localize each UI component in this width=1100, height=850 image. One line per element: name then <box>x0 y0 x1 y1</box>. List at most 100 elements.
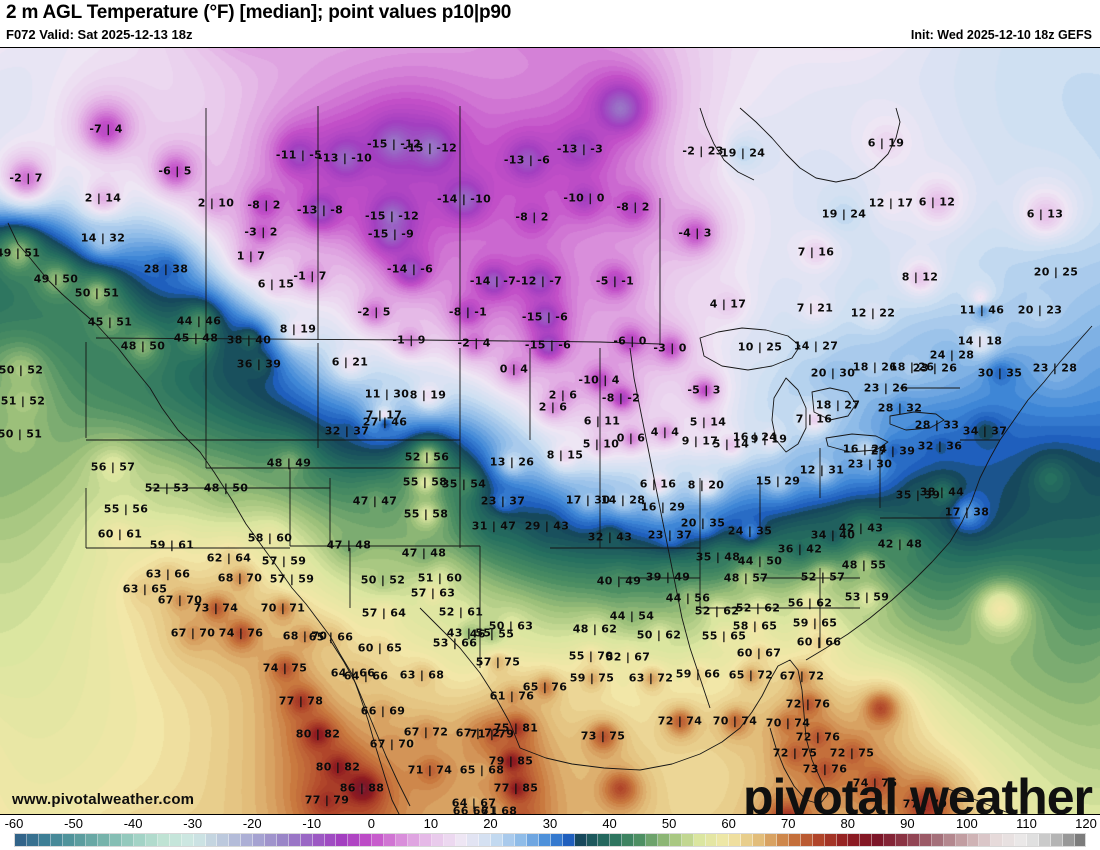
point-value-label: 34 | 40 <box>810 528 856 542</box>
point-value-label: 20 | 35 <box>680 516 726 530</box>
point-value-label: 0 | 6 <box>616 431 646 445</box>
point-value-label: -13 | -8 <box>296 203 344 217</box>
point-value-label: 61 | 76 <box>489 689 535 703</box>
point-value-label: 55 | 70 <box>568 649 614 663</box>
point-value-label: 49 | 51 <box>0 246 41 260</box>
point-value-label: -5 | 3 <box>687 383 721 397</box>
point-value-label: 52 | 57 <box>800 570 846 584</box>
point-value-label: -15 | -6 <box>524 338 572 352</box>
colorbar-swatch <box>50 834 63 846</box>
point-value-label: 65 | 68 <box>459 763 505 777</box>
colorbar-swatch <box>253 834 266 846</box>
colorbar-swatch <box>312 834 325 846</box>
colorbar-swatch <box>74 834 87 846</box>
colorbar-tick: 100 <box>956 816 978 831</box>
point-value-label: 67 | 72 <box>779 669 825 683</box>
point-value-label: 9 | 17 <box>681 434 719 448</box>
colorbar-swatch <box>598 834 611 846</box>
colorbar-tick: -40 <box>123 816 143 831</box>
point-value-label: 79 | 85 <box>488 754 534 768</box>
point-value-label: 5 | 10 <box>582 437 620 451</box>
point-value-label: 0 | 4 <box>499 362 529 376</box>
colorbar-swatch <box>300 834 313 846</box>
point-value-label: 45 | 48 <box>173 331 219 345</box>
point-value-label: 74 | 75 <box>336 815 380 816</box>
point-value-label: 57 | 63 <box>410 586 456 600</box>
point-value-label: 20 | 23 <box>1017 303 1063 317</box>
point-value-label: 23 | 30 <box>847 457 893 471</box>
colorbar-tick: -20 <box>242 816 262 831</box>
point-value-label: 44 | 50 <box>737 554 783 568</box>
point-value-label: 8 | 15 <box>546 448 584 462</box>
point-value-label: 11 | 46 <box>959 303 1005 317</box>
colorbar-tick: 40 <box>602 816 617 831</box>
colorbar-swatch <box>324 834 337 846</box>
point-value-label: 2 | 10 <box>197 196 235 210</box>
point-value-label: 53 | 59 <box>844 590 890 604</box>
point-value-label: -13 | -3 <box>556 142 604 156</box>
colorbar-swatch <box>931 834 944 846</box>
point-value-label: 6 | 12 <box>918 195 956 209</box>
point-value-label: -2 | 23 <box>682 144 724 158</box>
point-value-label: 7 | 16 <box>795 412 833 426</box>
colorbar-swatch <box>646 834 658 846</box>
colorbar-swatch <box>288 834 301 846</box>
colorbar-tick: -60 <box>4 816 24 831</box>
point-value-label: 47 | 48 <box>326 538 372 552</box>
point-value-label: 38 | 44 <box>919 485 965 499</box>
point-value-label: 28 | 32 <box>877 401 923 415</box>
colorbar-swatch <box>836 834 849 846</box>
colorbar-swatch <box>705 834 718 846</box>
point-value-label: -15 | -12 <box>366 137 422 151</box>
point-value-label: 13 | 26 <box>489 455 535 469</box>
point-value-label: 67 | 70 <box>170 626 216 640</box>
point-value-label: 5 | 14 <box>689 415 727 429</box>
point-value-label: 2 | 14 <box>84 191 122 205</box>
colorbar-swatch <box>538 834 551 846</box>
point-value-label: 12 | 17 <box>868 196 914 210</box>
colorbar-swatch <box>110 834 123 846</box>
colorbar-swatch <box>1003 834 1016 846</box>
point-value-label: 68 | 70 <box>282 629 328 643</box>
point-value-label: 30 | 35 <box>977 366 1023 380</box>
colorbar-swatch <box>479 834 492 846</box>
point-value-label: 14 | 27 <box>793 339 839 353</box>
colorbar-swatch <box>753 834 766 846</box>
colorbar-swatch <box>729 834 742 846</box>
point-value-label: 14 | 28 <box>600 493 646 507</box>
point-value-label: 77 | 79 <box>304 793 350 807</box>
colorbar-tick: 110 <box>1016 816 1037 831</box>
colorbar-swatch <box>336 834 349 846</box>
colorbar-swatch <box>848 834 861 846</box>
point-value-label: 52 | 61 <box>438 605 484 619</box>
point-value-label: 45 | 51 <box>87 315 133 329</box>
colorbar-tick: 0 <box>367 816 375 831</box>
point-value-label: -14 | -10 <box>436 192 492 206</box>
point-value-label: 17 | 38 <box>944 505 990 519</box>
point-value-label: 28 | 33 <box>914 418 960 432</box>
colorbar-tick: 80 <box>840 816 855 831</box>
point-value-label: 12 | 31 <box>799 463 845 477</box>
colorbar-swatch <box>1015 834 1028 846</box>
point-value-label: 71 | 74 <box>407 763 453 777</box>
point-value-label: 64 | 67 <box>451 796 497 810</box>
colorbar-swatch <box>407 834 420 846</box>
temperature-map[interactable]: -2 | 7 -7 | 4 -6 | 5 2 | 14 2 | 10 -8 | 2 -11 … <box>0 47 1100 815</box>
colorbar-swatch <box>1038 834 1051 846</box>
brand-watermark: pivotal weather <box>743 769 1093 815</box>
point-value-label: 27 | 39 <box>870 444 916 458</box>
point-value-label: 50 | 51 <box>74 286 120 300</box>
colorbar-swatch <box>622 834 635 846</box>
point-value-label: 72 | 76 <box>795 730 841 744</box>
point-value-label: 14 | 32 <box>80 231 126 245</box>
colorbar-tick: 120 <box>1075 816 1097 831</box>
map-header: 2 m AGL Temperature (°F) [median]; point… <box>0 0 1100 47</box>
point-value-label: 8 | 19 <box>409 388 447 402</box>
point-value-label: 60 | 61 <box>97 527 143 541</box>
colorbar-swatch <box>360 834 373 846</box>
colorbar-swatch <box>26 834 39 846</box>
point-value-label: -15 | -12 <box>402 141 458 155</box>
colorbar-swatch <box>98 834 111 846</box>
point-value-label: 59 | 75 <box>569 671 615 685</box>
colorbar-swatch <box>860 834 873 846</box>
